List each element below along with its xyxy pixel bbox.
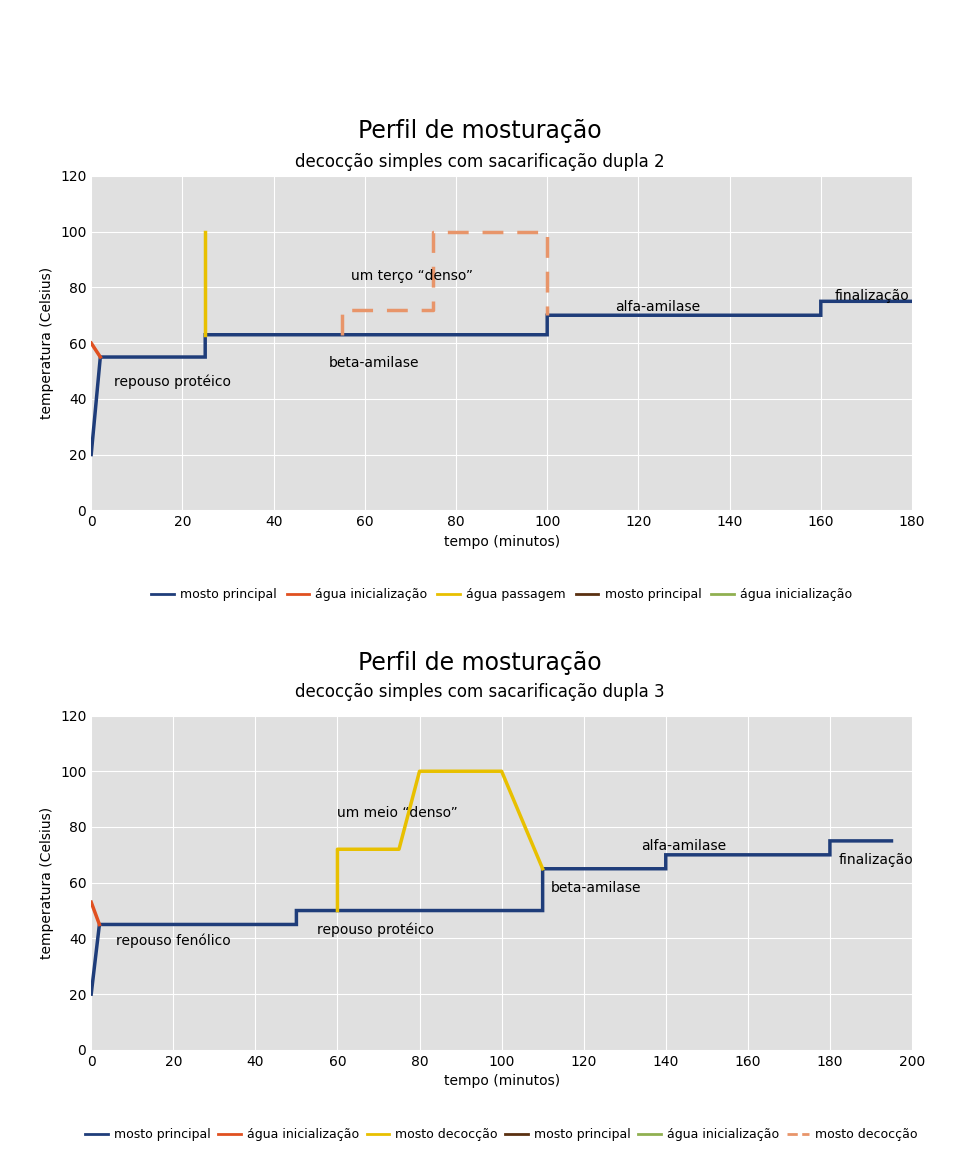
Text: finalização: finalização (838, 854, 913, 867)
Text: finalização: finalização (834, 289, 909, 303)
Text: decocção simples com sacarificação dupla 3: decocção simples com sacarificação dupla… (295, 683, 665, 701)
Y-axis label: temperatura (Celsius): temperatura (Celsius) (40, 267, 55, 419)
Text: Perfil de mosturação: Perfil de mosturação (358, 651, 602, 674)
Legend: mosto principal, água inicialização, mosto decocção, mosto principal, água inici: mosto principal, água inicialização, mos… (81, 1123, 923, 1146)
Text: repouso protéico: repouso protéico (114, 375, 231, 389)
X-axis label: tempo (minutos): tempo (minutos) (444, 535, 560, 549)
Text: Perfil de mosturação: Perfil de mosturação (358, 120, 602, 143)
Text: repouso protéico: repouso protéico (317, 923, 434, 937)
X-axis label: tempo (minutos): tempo (minutos) (444, 1074, 560, 1089)
Text: beta-amilase: beta-amilase (551, 881, 641, 895)
Text: repouso fenólico: repouso fenólico (116, 934, 230, 949)
Text: um meio “denso”: um meio “denso” (338, 806, 458, 820)
Legend: mosto principal, água inicialização, água passagem, mosto principal, água inicia: mosto principal, água inicialização, águ… (146, 583, 857, 606)
Text: beta-amilase: beta-amilase (328, 355, 419, 369)
Text: alfa-amilase: alfa-amilase (615, 300, 701, 314)
Text: um terço “denso”: um terço “denso” (351, 270, 473, 283)
Y-axis label: temperatura (Celsius): temperatura (Celsius) (40, 807, 55, 958)
Text: alfa-amilase: alfa-amilase (641, 840, 727, 854)
Text: decocção simples com sacarificação dupla 2: decocção simples com sacarificação dupla… (295, 152, 665, 171)
